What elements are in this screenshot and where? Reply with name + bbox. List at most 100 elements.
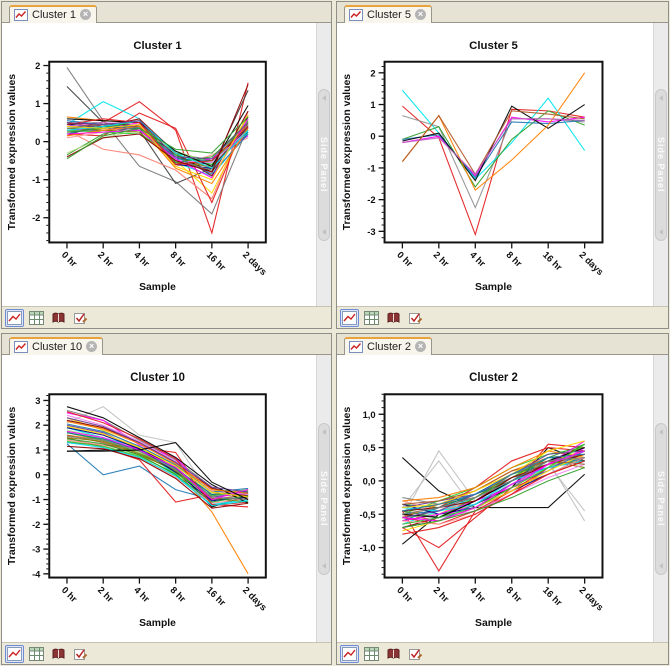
- tab-cluster-10[interactable]: Cluster 10 ×: [9, 337, 104, 355]
- view-panel-cluster-10: Cluster 10 × Cluster 10 Transformed expre…: [1, 333, 332, 665]
- chart-view: Cluster 5 Transformed expression values Sa…: [337, 23, 668, 306]
- close-icon[interactable]: ×: [80, 9, 92, 20]
- tab-label: Cluster 10: [32, 340, 83, 353]
- svg-text:8 hr: 8 hr: [504, 249, 524, 269]
- tab-cluster-1[interactable]: Cluster 1 ×: [9, 5, 98, 23]
- line-chart-icon: [349, 8, 363, 21]
- svg-text:0 hr: 0 hr: [59, 585, 79, 605]
- side-panel-toggle[interactable]: Side Panel: [318, 88, 330, 241]
- svg-text:Transformed expression values: Transformed expression values: [7, 407, 18, 566]
- tab-label: Cluster 2: [367, 340, 412, 353]
- collapse-arrow-icon: [322, 94, 326, 101]
- view-mode-toolbar: [337, 642, 668, 664]
- svg-text:Sample: Sample: [139, 282, 176, 293]
- svg-text:16 hr: 16 hr: [541, 249, 565, 273]
- table-view-button[interactable]: [362, 309, 381, 327]
- line-chart-icon: [349, 340, 363, 353]
- book-button[interactable]: [49, 309, 68, 327]
- svg-text:2: 2: [35, 60, 40, 71]
- tab-cluster-2[interactable]: Cluster 2 ×: [344, 337, 433, 355]
- svg-text:Cluster 2: Cluster 2: [469, 372, 518, 384]
- close-icon[interactable]: ×: [86, 341, 98, 352]
- svg-text:1,0: 1,0: [363, 410, 376, 421]
- svg-text:Sample: Sample: [475, 618, 512, 629]
- svg-text:1: 1: [35, 98, 40, 109]
- graph-view-button[interactable]: [340, 644, 359, 663]
- svg-text:-2: -2: [32, 520, 40, 531]
- collapse-arrow-icon: [322, 228, 326, 235]
- expression-line-chart: Cluster 2 Transformed expression values Sa…: [342, 372, 605, 629]
- svg-text:1: 1: [370, 99, 375, 110]
- svg-text:2 days: 2 days: [577, 249, 606, 277]
- book-button[interactable]: [384, 309, 403, 327]
- side-panel-label: Side Panel: [656, 136, 666, 193]
- svg-text:2 hr: 2 hr: [431, 585, 451, 605]
- svg-text:8 hr: 8 hr: [504, 585, 524, 605]
- side-panel-strip: Side Panel: [316, 23, 331, 306]
- svg-text:8 hr: 8 hr: [168, 249, 188, 269]
- svg-text:-1: -1: [367, 162, 375, 173]
- edit-note-button[interactable]: [71, 645, 90, 663]
- table-view-button[interactable]: [362, 645, 381, 663]
- svg-text:0 hr: 0 hr: [394, 585, 414, 605]
- side-panel-toggle[interactable]: Side Panel: [655, 88, 667, 241]
- side-panel-label: Side Panel: [319, 470, 329, 527]
- svg-text:1: 1: [35, 445, 40, 456]
- collapse-arrow-icon: [322, 562, 326, 569]
- view-panel-cluster-2: Cluster 2 × Cluster 2 Transformed express…: [336, 333, 669, 665]
- book-button[interactable]: [384, 645, 403, 663]
- expression-line-chart: Cluster 10 Transformed expression values S…: [7, 372, 269, 629]
- collapse-arrow-icon: [322, 428, 326, 435]
- expression-line-chart: Cluster 5 Transformed expression values Sa…: [342, 40, 606, 293]
- svg-text:8 hr: 8 hr: [168, 585, 188, 605]
- svg-text:-3: -3: [367, 226, 375, 237]
- svg-text:2: 2: [370, 67, 375, 78]
- side-panel-strip: Side Panel: [653, 23, 668, 306]
- chart-view: Cluster 2 Transformed expression values Sa…: [337, 355, 668, 642]
- view-panel-cluster-1: Cluster 1 × Cluster 1 Transformed express…: [1, 1, 332, 329]
- svg-text:Cluster 1: Cluster 1: [133, 40, 181, 52]
- line-chart-icon: [14, 340, 28, 353]
- graph-view-button[interactable]: [340, 308, 359, 327]
- side-panel-strip: Side Panel: [316, 355, 331, 642]
- table-view-button[interactable]: [27, 309, 46, 327]
- book-button[interactable]: [49, 645, 68, 663]
- view-mode-toolbar: [2, 642, 331, 664]
- edit-note-button[interactable]: [406, 645, 425, 663]
- tab-cluster-5[interactable]: Cluster 5 ×: [344, 5, 433, 23]
- svg-text:0 hr: 0 hr: [60, 249, 80, 269]
- edit-note-button[interactable]: [406, 309, 425, 327]
- collapse-arrow-icon: [659, 94, 663, 101]
- tab-label: Cluster 5: [367, 8, 412, 21]
- svg-text:-1,0: -1,0: [359, 543, 375, 554]
- svg-text:-2: -2: [367, 194, 375, 205]
- svg-text:-3: -3: [32, 545, 40, 556]
- line-chart-icon: [14, 8, 28, 21]
- edit-note-button[interactable]: [71, 309, 90, 327]
- svg-text:16 hr: 16 hr: [204, 585, 228, 609]
- svg-text:2 hr: 2 hr: [95, 585, 115, 605]
- table-view-button[interactable]: [27, 645, 46, 663]
- svg-text:-4: -4: [32, 569, 41, 580]
- tab-bar: Cluster 5 ×: [337, 2, 668, 23]
- svg-text:0: 0: [370, 131, 375, 142]
- svg-text:-1: -1: [32, 174, 40, 185]
- chart-view: Cluster 1 Transformed expression values Sa…: [2, 23, 331, 306]
- side-panel-toggle[interactable]: Side Panel: [318, 422, 330, 575]
- expression-line-chart: Cluster 1 Transformed expression values Sa…: [7, 40, 269, 293]
- collapse-arrow-icon: [659, 428, 663, 435]
- svg-text:Cluster 10: Cluster 10: [130, 372, 185, 384]
- side-panel-label: Side Panel: [656, 470, 666, 527]
- svg-text:0,0: 0,0: [363, 476, 376, 487]
- svg-text:Sample: Sample: [139, 618, 176, 629]
- collapse-arrow-icon: [659, 228, 663, 235]
- close-icon[interactable]: ×: [415, 341, 427, 352]
- tab-bar: Cluster 10 ×: [2, 334, 331, 355]
- graph-view-button[interactable]: [5, 308, 24, 327]
- graph-view-button[interactable]: [5, 644, 24, 663]
- view-mode-toolbar: [337, 306, 668, 328]
- svg-text:4 hr: 4 hr: [468, 249, 488, 269]
- close-icon[interactable]: ×: [415, 9, 427, 20]
- svg-text:-1: -1: [32, 495, 40, 506]
- side-panel-toggle[interactable]: Side Panel: [655, 422, 667, 575]
